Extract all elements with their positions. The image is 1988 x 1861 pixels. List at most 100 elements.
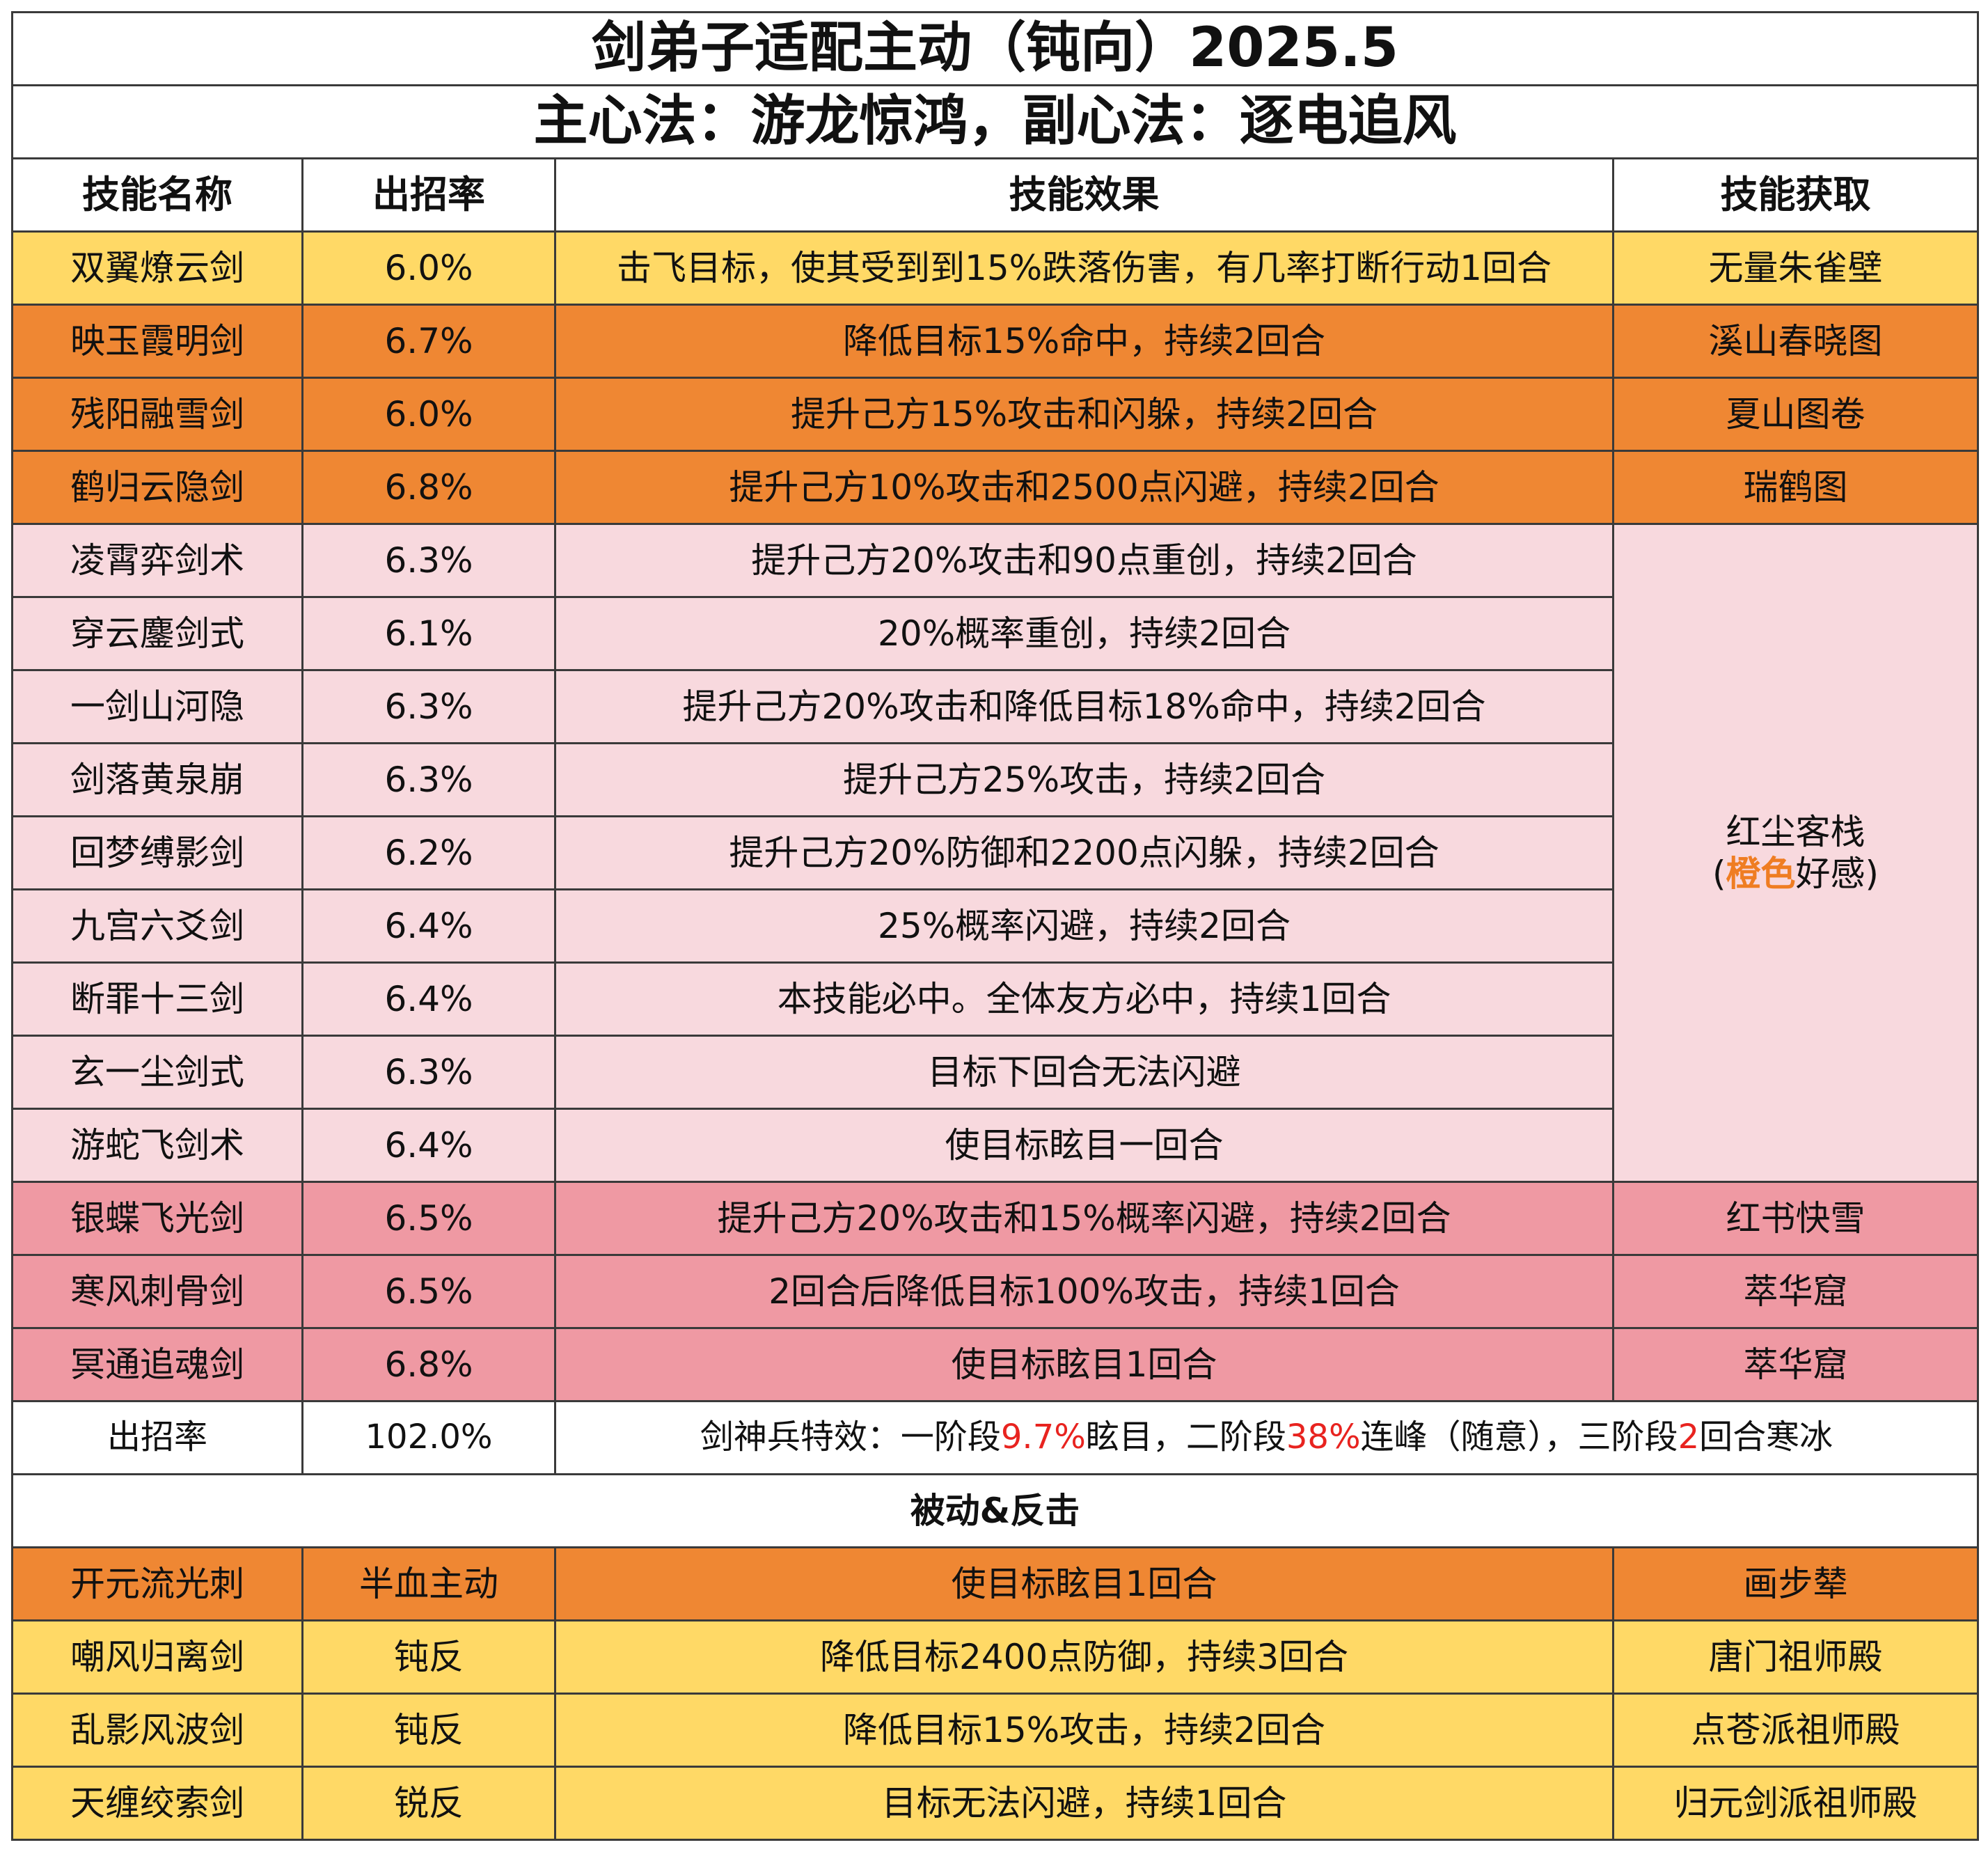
skill-name: 寒风刺骨剑 bbox=[11, 1254, 303, 1329]
table-row: 冥通追魂剑 6.8% 使目标眩目1回合 萃华窟 bbox=[11, 1327, 1979, 1402]
skill-rate: 6.2% bbox=[301, 815, 556, 890]
skill-effect: 提升己方20%攻击和90点重创，持续2回合 bbox=[554, 523, 1614, 598]
skill-effect: 降低目标15%命中，持续2回合 bbox=[554, 304, 1614, 379]
skill-rate: 6.5% bbox=[301, 1254, 556, 1329]
merged-source-rest: 好感) bbox=[1795, 854, 1879, 894]
skill-name: 穿云鏖剑式 bbox=[11, 596, 303, 671]
table-row: 开元流光刺 半血主动 使目标眩目1回合 画步辇 bbox=[11, 1546, 1979, 1621]
skill-effect: 本技能必中。全体友方必中，持续1回合 bbox=[554, 961, 1614, 1037]
page-title: 剑弟子适配主动（钝向）2025.5 bbox=[11, 11, 1979, 86]
table-row: 映玉霞明剑 6.7% 降低目标15%命中，持续2回合 溪山春晓图 bbox=[11, 304, 1979, 379]
skill-rate: 6.0% bbox=[301, 230, 556, 306]
skill-type: 钝反 bbox=[301, 1693, 556, 1768]
table-row: 游蛇飞剑术 6.4% 使目标眩目一回合 bbox=[11, 1108, 1978, 1183]
skill-name: 映玉霞明剑 bbox=[11, 304, 303, 379]
skill-rate: 6.7% bbox=[301, 304, 556, 379]
skill-effect: 2回合后降低目标100%攻击，持续1回合 bbox=[554, 1254, 1614, 1329]
skill-effect: 提升己方25%攻击，持续2回合 bbox=[554, 742, 1614, 817]
skill-source: 红书快雪 bbox=[1612, 1181, 1979, 1256]
table-row: 回梦缚影剑 6.2% 提升己方20%防御和2200点闪躲，持续2回合 bbox=[11, 815, 1978, 890]
skill-rate: 6.3% bbox=[301, 742, 556, 817]
skill-name: 回梦缚影剑 bbox=[11, 815, 303, 890]
table-row: 剑落黄泉崩 6.3% 提升己方25%攻击，持续2回合 bbox=[11, 742, 1978, 817]
table-row: 天缠绞索剑 锐反 目标无法闪避，持续1回合 归元剑派祖师殿 bbox=[11, 1766, 1979, 1841]
table-row: 断罪十三剑 6.4% 本技能必中。全体友方必中，持续1回合 bbox=[11, 961, 1978, 1037]
skill-name: 凌霄弈剑术 bbox=[11, 523, 303, 598]
skill-effect: 25%概率闪避，持续2回合 bbox=[554, 888, 1614, 964]
skill-name: 开元流光刺 bbox=[11, 1546, 303, 1621]
effect-highlight: 9.7% bbox=[1000, 1418, 1086, 1457]
paren-open: ( bbox=[1712, 854, 1726, 894]
skill-rate: 6.0% bbox=[301, 377, 556, 452]
skill-name: 玄一尘剑式 bbox=[11, 1035, 303, 1110]
table-row: 一剑山河隐 6.3% 提升己方20%攻击和降低目标18%命中，持续2回合 bbox=[11, 669, 1978, 744]
skill-source: 萃华窟 bbox=[1612, 1254, 1979, 1329]
skill-effect: 降低目标15%攻击，持续2回合 bbox=[554, 1693, 1614, 1768]
skill-effect: 提升己方20%攻击和15%概率闪避，持续2回合 bbox=[554, 1181, 1614, 1256]
skill-rate: 6.1% bbox=[301, 596, 556, 671]
skill-rate: 6.8% bbox=[301, 450, 556, 525]
effect-text: 连峰（随意），三阶段 bbox=[1360, 1418, 1678, 1457]
skill-rate: 6.3% bbox=[301, 669, 556, 744]
total-row: 出招率 102.0% 剑神兵特效：一阶段9.7%眩目，二阶段38%连峰（随意），… bbox=[11, 1400, 1979, 1475]
header-name: 技能名称 bbox=[11, 157, 303, 233]
effect-highlight: 2 bbox=[1678, 1418, 1700, 1457]
skill-source: 唐门祖师殿 bbox=[1612, 1619, 1979, 1695]
skill-name: 残阳融雪剑 bbox=[11, 377, 303, 452]
table-row: 乱影风波剑 钝反 降低目标15%攻击，持续2回合 点苍派祖师殿 bbox=[11, 1693, 1979, 1768]
table-row: 九宫六爻剑 6.4% 25%概率闪避，持续2回合 bbox=[11, 888, 1978, 964]
skill-rate: 6.4% bbox=[301, 961, 556, 1037]
skill-rate: 6.8% bbox=[301, 1327, 556, 1402]
skill-source: 瑞鹤图 bbox=[1612, 450, 1979, 525]
skill-type: 钝反 bbox=[301, 1619, 556, 1695]
skill-effect: 提升己方10%攻击和2500点闪避，持续2回合 bbox=[554, 450, 1614, 525]
table-row: 嘲风归离剑 钝反 降低目标2400点防御，持续3回合 唐门祖师殿 bbox=[11, 1619, 1979, 1695]
total-value: 102.0% bbox=[301, 1400, 556, 1475]
header-effect: 技能效果 bbox=[554, 157, 1614, 233]
skill-source: 萃华窟 bbox=[1612, 1327, 1979, 1402]
skill-name: 鹤归云隐剑 bbox=[11, 450, 303, 525]
skill-name: 天缠绞索剑 bbox=[11, 1766, 303, 1841]
header-rate: 出招率 bbox=[301, 157, 556, 233]
skill-type: 锐反 bbox=[301, 1766, 556, 1841]
skill-rate: 6.4% bbox=[301, 888, 556, 964]
skill-effect: 使目标眩目1回合 bbox=[554, 1546, 1614, 1621]
skill-source: 画步辇 bbox=[1612, 1546, 1979, 1621]
skill-name: 冥通追魂剑 bbox=[11, 1327, 303, 1402]
skill-type: 半血主动 bbox=[301, 1546, 556, 1621]
table-row: 凌霄弈剑术 6.3% 提升己方20%攻击和90点重创，持续2回合 红尘客栈 (橙… bbox=[11, 523, 1979, 1183]
total-label: 出招率 bbox=[11, 1400, 303, 1475]
skill-rate: 6.5% bbox=[301, 1181, 556, 1256]
effect-highlight: 38% bbox=[1286, 1418, 1361, 1457]
skill-effect: 提升己方15%攻击和闪躲，持续2回合 bbox=[554, 377, 1614, 452]
weapon-special-effect: 剑神兵特效：一阶段9.7%眩目，二阶段38%连峰（随意），三阶段2回合寒冰 bbox=[554, 1400, 1979, 1475]
header-source: 技能获取 bbox=[1612, 157, 1979, 233]
table-row: 双翼燎云剑 6.0% 击飞目标，使其受到到15%跌落伤害，有几率打断行动1回合 … bbox=[11, 230, 1979, 306]
skill-source: 点苍派祖师殿 bbox=[1612, 1693, 1979, 1768]
skill-name: 双翼燎云剑 bbox=[11, 230, 303, 306]
effect-text: 眩目，二阶段 bbox=[1085, 1418, 1286, 1457]
skill-name: 九宫六爻剑 bbox=[11, 888, 303, 964]
skill-effect: 目标无法闪避，持续1回合 bbox=[554, 1766, 1614, 1841]
merged-skill-source: 红尘客栈 (橙色好感) bbox=[1612, 523, 1979, 1183]
skill-source: 无量朱雀壁 bbox=[1612, 230, 1979, 306]
skill-effect: 击飞目标，使其受到到15%跌落伤害，有几率打断行动1回合 bbox=[554, 230, 1614, 306]
page-subtitle: 主心法：游龙惊鸿，副心法：逐电追风 bbox=[11, 84, 1979, 159]
skill-table: 剑弟子适配主动（钝向）2025.5 主心法：游龙惊鸿，副心法：逐电追风 技能名称… bbox=[11, 11, 1979, 1841]
table-row: 玄一尘剑式 6.3% 目标下回合无法闪避 bbox=[11, 1035, 1978, 1110]
table-row: 残阳融雪剑 6.0% 提升己方15%攻击和闪躲，持续2回合 夏山图卷 bbox=[11, 377, 1979, 452]
skill-name: 剑落黄泉崩 bbox=[11, 742, 303, 817]
skill-name: 断罪十三剑 bbox=[11, 961, 303, 1037]
skill-rate: 6.3% bbox=[301, 523, 556, 598]
merged-source-line1: 红尘客栈 bbox=[1726, 812, 1865, 852]
skill-source: 夏山图卷 bbox=[1612, 377, 1979, 452]
table-row: 寒风刺骨剑 6.5% 2回合后降低目标100%攻击，持续1回合 萃华窟 bbox=[11, 1254, 1979, 1329]
skill-effect: 提升己方20%攻击和降低目标18%命中，持续2回合 bbox=[554, 669, 1614, 744]
skill-rate: 6.4% bbox=[301, 1108, 556, 1183]
table-row: 银蝶飞光剑 6.5% 提升己方20%攻击和15%概率闪避，持续2回合 红书快雪 bbox=[11, 1181, 1979, 1256]
skill-source: 归元剑派祖师殿 bbox=[1612, 1766, 1979, 1841]
skill-effect: 使目标眩目一回合 bbox=[554, 1108, 1614, 1183]
skill-rate: 6.3% bbox=[301, 1035, 556, 1110]
skill-name: 乱影风波剑 bbox=[11, 1693, 303, 1768]
effect-text: 剑神兵特效：一阶段 bbox=[700, 1418, 1001, 1457]
